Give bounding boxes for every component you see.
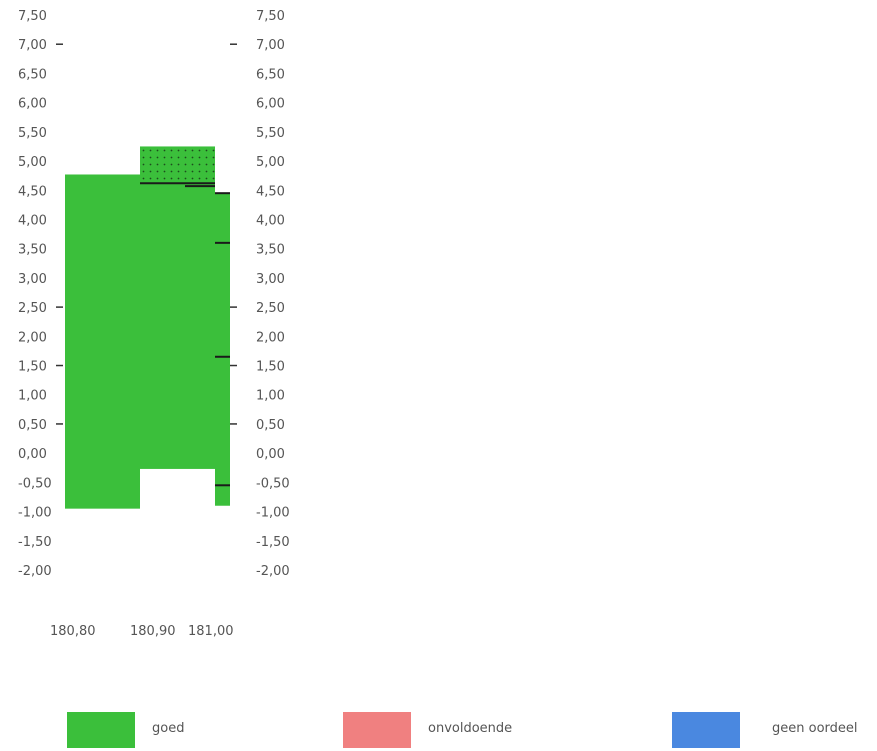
y-tick-right-10: 2,50 xyxy=(256,301,285,316)
y-tick-left-14: 0,50 xyxy=(18,418,47,433)
y-tick-right-5: 5,00 xyxy=(256,155,285,170)
chart-svg: 7,50 7,00 6,50 6,00 5,50 5,00 4,50 4,00 3,50 3,00… xyxy=(18,9,290,639)
y-tick-left-12: 1,50 xyxy=(18,360,47,375)
x-tick-0: 180,80 xyxy=(50,624,96,639)
legend-label-geen-oordeel: geen oordeel xyxy=(772,721,858,736)
y-tick-left-4: 5,50 xyxy=(18,126,47,141)
y-tick-right-18: -1,50 xyxy=(256,535,290,550)
y-tick-left-6: 4,50 xyxy=(18,184,47,199)
legend-swatch-goed xyxy=(67,712,135,748)
y-tick-left-19: -2,00 xyxy=(18,564,52,579)
y-tick-right-15: 0,00 xyxy=(256,447,285,462)
y-tick-left-0: 7,50 xyxy=(18,9,47,24)
y-tick-right-9: 3,00 xyxy=(256,272,285,287)
y-tick-right-19: -2,00 xyxy=(256,564,290,579)
y-tick-right-0: 7,50 xyxy=(256,9,285,24)
y-tick-left-7: 4,00 xyxy=(18,213,47,228)
y-tick-right-11: 2,00 xyxy=(256,330,285,345)
y-tick-left-8: 3,50 xyxy=(18,243,47,258)
y-tick-right-6: 4,50 xyxy=(256,184,285,199)
y-tick-left-18: -1,50 xyxy=(18,535,52,550)
y-tick-left-17: -1,00 xyxy=(18,506,52,521)
legend-swatch-geen-oordeel xyxy=(672,712,740,748)
y-tick-left-10: 2,50 xyxy=(18,301,47,316)
y-tick-right-3: 6,00 xyxy=(256,97,285,112)
y-tick-left-16: -0,50 xyxy=(18,476,52,491)
y-tick-right-14: 0,50 xyxy=(256,418,285,433)
y-tick-right-8: 3,50 xyxy=(256,243,285,258)
x-tick-1: 180,90 xyxy=(130,624,176,639)
y-tick-right-12: 1,50 xyxy=(256,360,285,375)
soil-block-3 xyxy=(140,146,215,184)
legend-label-goed: goed xyxy=(152,721,185,736)
y-tick-left-1: 7,00 xyxy=(18,38,47,53)
y-tick-right-4: 5,50 xyxy=(256,126,285,141)
y-tick-right-16: -0,50 xyxy=(256,476,290,491)
y-tick-left-5: 5,00 xyxy=(18,155,47,170)
y-tick-left-3: 6,00 xyxy=(18,97,47,112)
soil-block-0 xyxy=(65,174,140,509)
y-tick-right-2: 6,50 xyxy=(256,67,285,82)
x-tick-2: 181,00 xyxy=(188,624,234,639)
y-tick-right-17: -1,00 xyxy=(256,506,290,521)
soil-block-1 xyxy=(140,183,215,469)
y-tick-left-9: 3,00 xyxy=(18,272,47,287)
y-tick-left-11: 2,00 xyxy=(18,330,47,345)
legend-swatch-onvoldoende xyxy=(343,712,411,748)
y-tick-left-2: 6,50 xyxy=(18,67,47,82)
y-tick-left-13: 1,00 xyxy=(18,389,47,404)
y-tick-right-13: 1,00 xyxy=(256,389,285,404)
y-tick-right-7: 4,00 xyxy=(256,213,285,228)
legend-label-onvoldoende: onvoldoende xyxy=(428,721,513,736)
y-tick-right-1: 7,00 xyxy=(256,38,285,53)
y-tick-left-15: 0,00 xyxy=(18,447,47,462)
soil-block-2 xyxy=(215,193,230,506)
